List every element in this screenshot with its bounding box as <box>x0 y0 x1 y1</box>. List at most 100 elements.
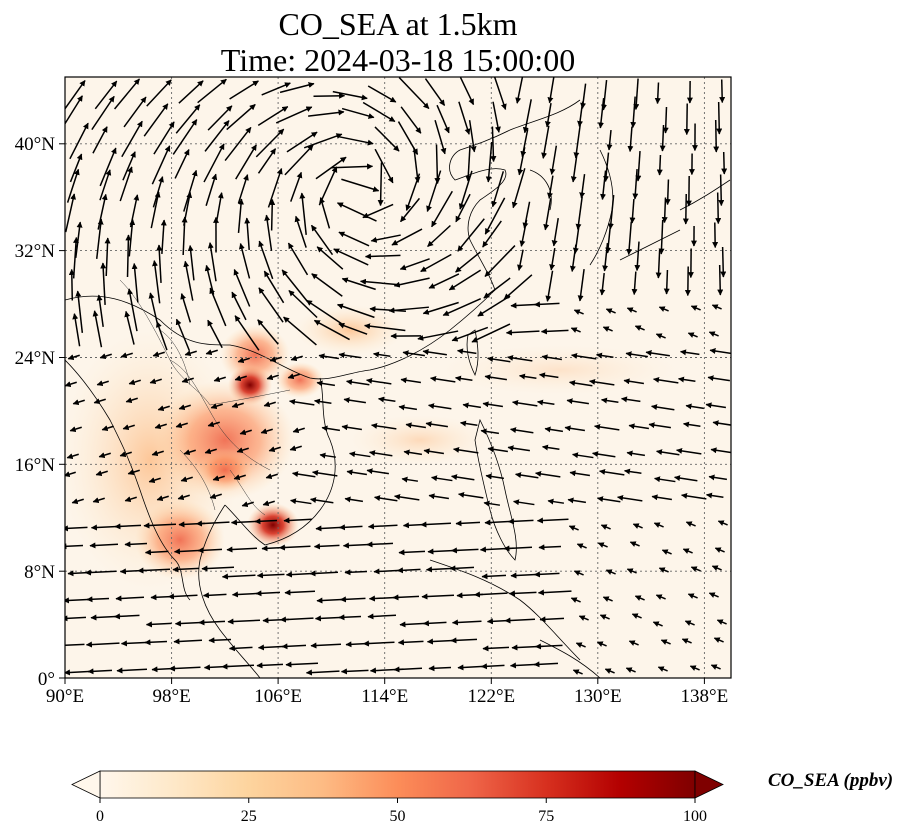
wind-arrow <box>212 475 225 482</box>
wind-arrow <box>338 524 363 531</box>
colorbar-tick: 25 <box>241 808 257 825</box>
wind-arrow <box>197 547 223 554</box>
wind-arrow <box>269 356 282 363</box>
wind-arrow <box>417 330 459 341</box>
wind-arrow <box>451 619 482 626</box>
wind-arrow <box>370 234 401 243</box>
wind-arrow <box>599 614 610 620</box>
wind-arrow <box>290 498 312 505</box>
wind-arrow <box>234 315 260 351</box>
wind-arrow <box>125 234 132 278</box>
wind-arrow <box>570 154 578 183</box>
wind-arrow <box>116 667 148 674</box>
wind-arrow <box>602 326 613 332</box>
wind-arrow <box>573 124 582 159</box>
wind-arrow <box>504 617 536 624</box>
wind-arrow <box>549 145 558 175</box>
wind-arrow <box>255 128 285 158</box>
wind-arrow <box>451 474 475 481</box>
wind-arrow <box>505 329 540 336</box>
wind-arrow <box>651 494 672 501</box>
wind-arrow <box>483 277 511 299</box>
wind-arrow <box>626 307 637 313</box>
wind-arrow <box>174 149 190 179</box>
wind-arrow <box>258 240 274 280</box>
hotspot-cambodia <box>247 503 299 547</box>
wind-arrow <box>674 475 698 482</box>
wind-arrow <box>626 568 637 574</box>
wind-arrow <box>227 618 261 625</box>
wind-arrow <box>148 477 161 484</box>
wind-arrow <box>428 493 449 500</box>
wind-arrow <box>285 661 319 668</box>
wind-arrow <box>398 77 430 110</box>
wind-arrow <box>655 333 666 339</box>
wind-arrow <box>96 294 104 327</box>
wind-arrow <box>180 476 193 483</box>
wind-arrow <box>515 77 524 104</box>
wind-arrow <box>597 496 621 503</box>
wind-arrow <box>346 469 367 476</box>
wind-arrow <box>718 174 725 207</box>
wind-arrow <box>113 613 140 620</box>
wind-arrow <box>600 170 607 201</box>
wind-arrow <box>426 170 442 213</box>
wind-arrow <box>510 427 534 434</box>
wind-arrow <box>678 376 696 383</box>
wind-arrow <box>455 520 481 527</box>
x-tick-label: 90°E <box>46 686 84 707</box>
wind-arrow <box>391 228 423 246</box>
wind-arrow <box>601 80 608 111</box>
wind-arrow <box>231 402 244 409</box>
wind-arrow <box>115 595 145 602</box>
wind-arrow <box>600 524 611 530</box>
wind-arrow <box>402 350 425 357</box>
wind-arrow <box>339 596 366 603</box>
wind-arrow <box>623 378 644 385</box>
y-axis-ticks: 0° 8°N 16°N 24°N 32°N 40°N <box>15 134 65 690</box>
x-tick-label: 122°E <box>467 686 515 707</box>
wind-arrow <box>710 664 721 670</box>
wind-arrow <box>336 202 377 222</box>
wind-arrow <box>331 163 374 170</box>
wind-arrow <box>318 353 339 360</box>
wind-arrow <box>319 197 331 229</box>
wind-arrow <box>503 545 533 552</box>
wind-arrow <box>690 566 701 572</box>
wind-arrow <box>100 262 107 306</box>
wind-arrow <box>570 327 581 333</box>
wind-arrow <box>393 277 430 288</box>
wind-arrow <box>511 168 526 209</box>
wind-arrow <box>260 428 273 435</box>
wind-arrow <box>233 268 251 307</box>
wind-arrow <box>547 498 565 505</box>
wind-arrow <box>289 445 302 452</box>
wind-arrow <box>65 525 88 532</box>
wind-arrow <box>468 120 477 153</box>
x-axis-ticks: 90°E 98°E 106°E 114°E 122°E 130°E 138°E <box>46 678 728 707</box>
wind-arrow <box>607 195 615 230</box>
wind-arrow <box>568 525 579 531</box>
wind-arrow <box>279 616 314 623</box>
wind-arrow <box>483 500 501 507</box>
wind-arrow <box>592 451 616 458</box>
wind-arrow <box>364 323 406 332</box>
wind-arrow <box>230 519 259 526</box>
wind-arrow <box>289 398 315 406</box>
wind-arrow <box>711 565 722 571</box>
wind-arrow <box>628 640 639 646</box>
wind-arrow <box>573 309 584 315</box>
wind-arrow <box>374 126 400 152</box>
wind-arrow <box>205 173 218 206</box>
wind-arrow <box>226 546 258 553</box>
wind-arrow <box>405 422 426 429</box>
wind-arrow <box>655 594 666 600</box>
wind-arrow <box>458 491 484 499</box>
wind-arrow <box>399 258 430 271</box>
wind-arrow <box>711 304 722 310</box>
wind-arrow <box>685 403 705 410</box>
wind-arrow <box>119 166 133 202</box>
wind-arrow <box>311 273 343 297</box>
wind-arrow <box>315 156 347 180</box>
